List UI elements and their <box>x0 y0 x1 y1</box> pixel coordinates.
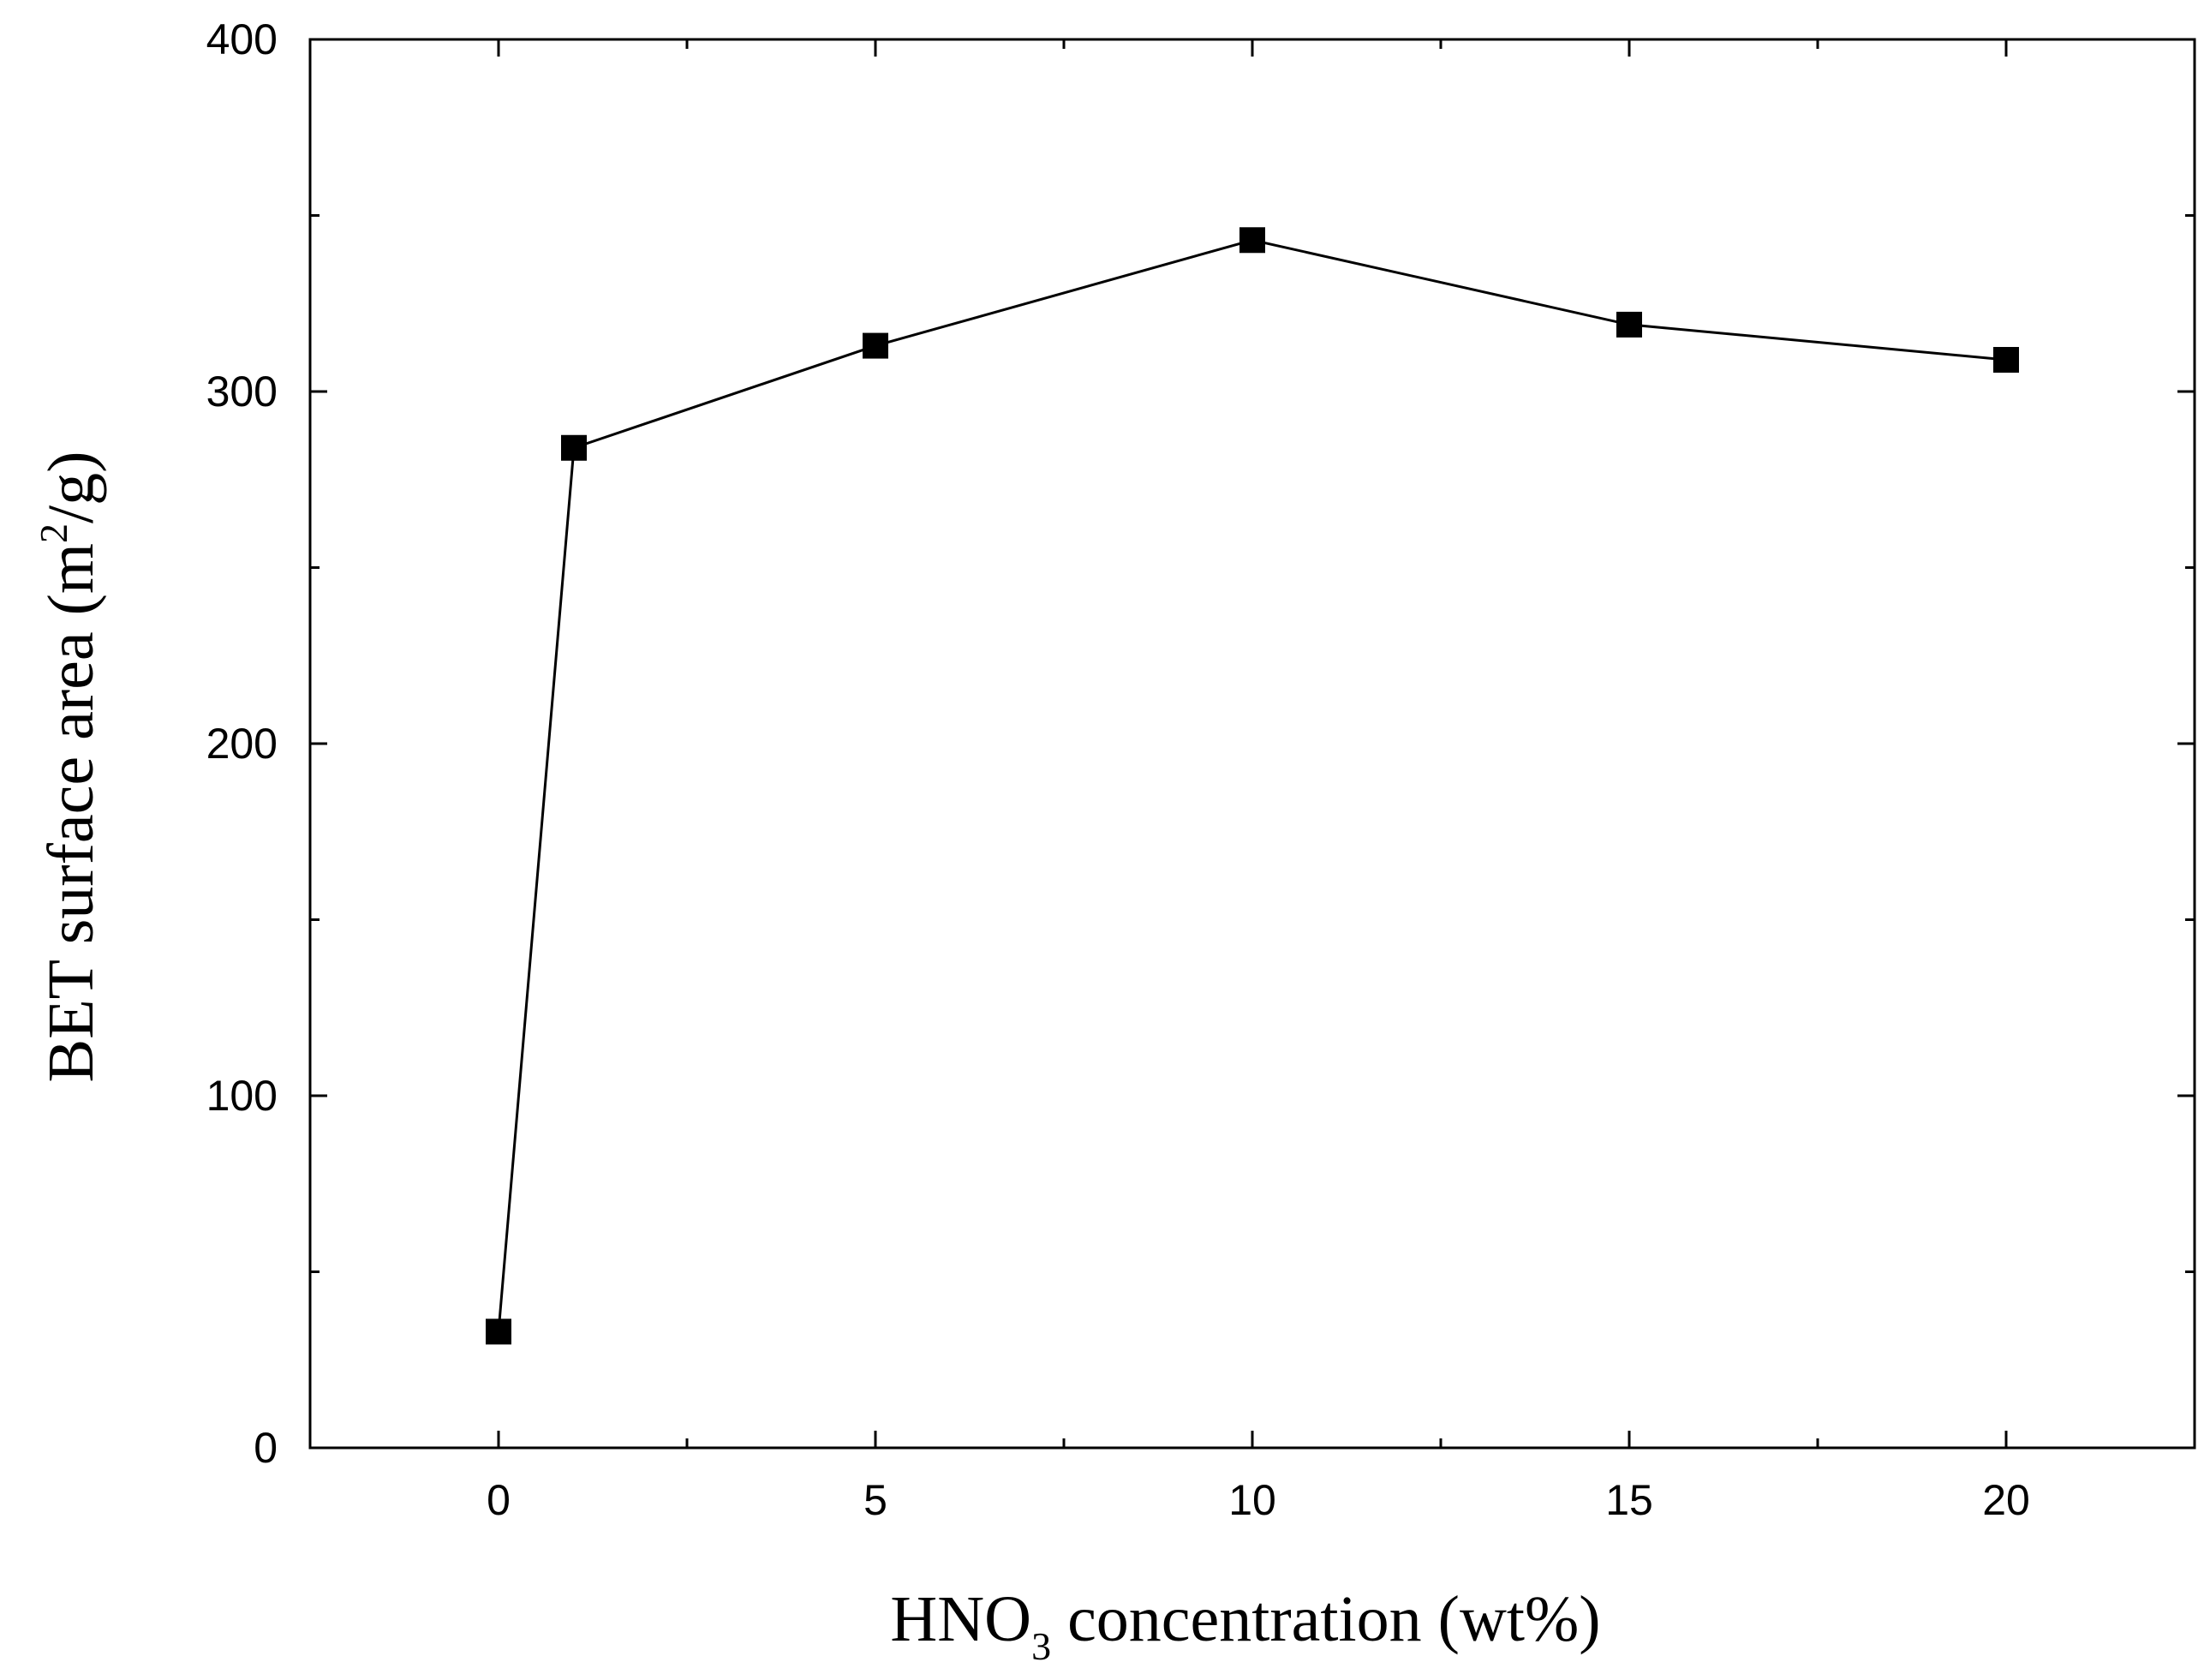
y-tick-label: 0 <box>254 1424 278 1472</box>
x-axis-title-prefix: HNO <box>890 1583 1031 1655</box>
axis-labels: HNO3 concentration (wt%) BET surface are… <box>32 451 1601 1668</box>
y-axis-title-superscript: 2 <box>32 523 75 543</box>
x-axis-title-suffix: concentration (wt%) <box>1051 1583 1601 1655</box>
y-axis-title-prefix: BET surface area (m <box>35 543 107 1083</box>
x-tick-label: 10 <box>1228 1476 1276 1524</box>
y-tick-label: 300 <box>206 368 278 416</box>
data-point-marker <box>561 434 587 461</box>
data-point-marker <box>1239 227 1265 254</box>
y-axis-title: BET surface area (m2/g) <box>32 451 107 1083</box>
x-tick-label: 5 <box>863 1476 887 1524</box>
series-line <box>497 238 2007 1332</box>
x-tick-label: 20 <box>1982 1476 2030 1524</box>
x-tick-label: 15 <box>1605 1476 1653 1524</box>
x-axis-title: HNO3 concentration (wt%) <box>890 1583 1600 1668</box>
y-tick-label: 200 <box>206 720 278 768</box>
x-axis-title-subscript: 3 <box>1031 1624 1051 1668</box>
data-point-marker <box>1616 311 1642 338</box>
y-axis-title-suffix: /g) <box>35 451 107 523</box>
data-point-marker <box>1993 347 2019 374</box>
x-tick-label: 0 <box>487 1476 511 1524</box>
data-point-marker <box>486 1318 511 1345</box>
series-layer <box>486 227 2019 1345</box>
y-tick-label: 100 <box>206 1072 278 1120</box>
y-tick-label: 400 <box>206 15 278 63</box>
data-point-marker <box>863 332 888 359</box>
